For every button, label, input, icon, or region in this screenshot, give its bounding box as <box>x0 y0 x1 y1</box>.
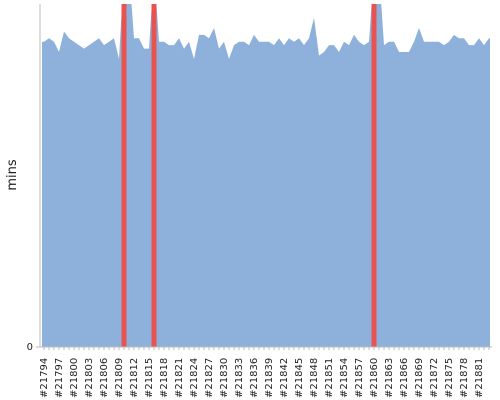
x-tick-label: #21830 <box>219 358 230 398</box>
x-tick-label: #21872 <box>429 358 440 398</box>
y-tick-label: 0 <box>27 342 33 353</box>
x-tick-label: #21809 <box>114 358 125 398</box>
bar <box>121 4 127 347</box>
x-tick-label: #21794 <box>39 358 50 398</box>
x-tick-label: #21863 <box>384 358 395 398</box>
x-tick-label: #21827 <box>204 358 215 398</box>
bar <box>371 4 377 347</box>
x-tick-label: #21851 <box>324 358 335 398</box>
x-tick-label: #21815 <box>144 358 155 398</box>
x-tick-label: #21824 <box>189 358 200 398</box>
x-tick-label: #21881 <box>474 358 485 398</box>
x-tick-label: #21833 <box>234 358 245 398</box>
x-tick-label: #21866 <box>399 358 410 398</box>
x-tick-label: #21797 <box>54 358 65 398</box>
x-tick-label: #21875 <box>444 358 455 398</box>
x-tick-label: #21857 <box>354 358 365 398</box>
area <box>42 4 490 347</box>
x-tick-label: #21869 <box>414 358 425 398</box>
x-tick-label: #21806 <box>99 358 110 398</box>
x-tick-label: #21842 <box>279 358 290 398</box>
x-tick-label: #21860 <box>369 358 380 398</box>
x-tick-label: #21878 <box>459 358 470 398</box>
plot-area <box>42 4 490 347</box>
x-tick-label: #21812 <box>129 358 140 398</box>
x-tick-label: #21800 <box>69 358 80 398</box>
x-tick-label: #21821 <box>174 358 185 398</box>
y-axis-label: mins <box>5 159 20 191</box>
x-tick-label: #21839 <box>264 358 275 398</box>
x-tick-label: #21818 <box>159 358 170 398</box>
x-tick-label: #21854 <box>339 358 350 398</box>
x-tick-label: #21803 <box>84 358 95 398</box>
x-tick-label: #21836 <box>249 358 260 398</box>
x-tick-label: #21845 <box>294 358 305 398</box>
bar <box>151 4 157 347</box>
x-tick-label: #21848 <box>309 358 320 398</box>
